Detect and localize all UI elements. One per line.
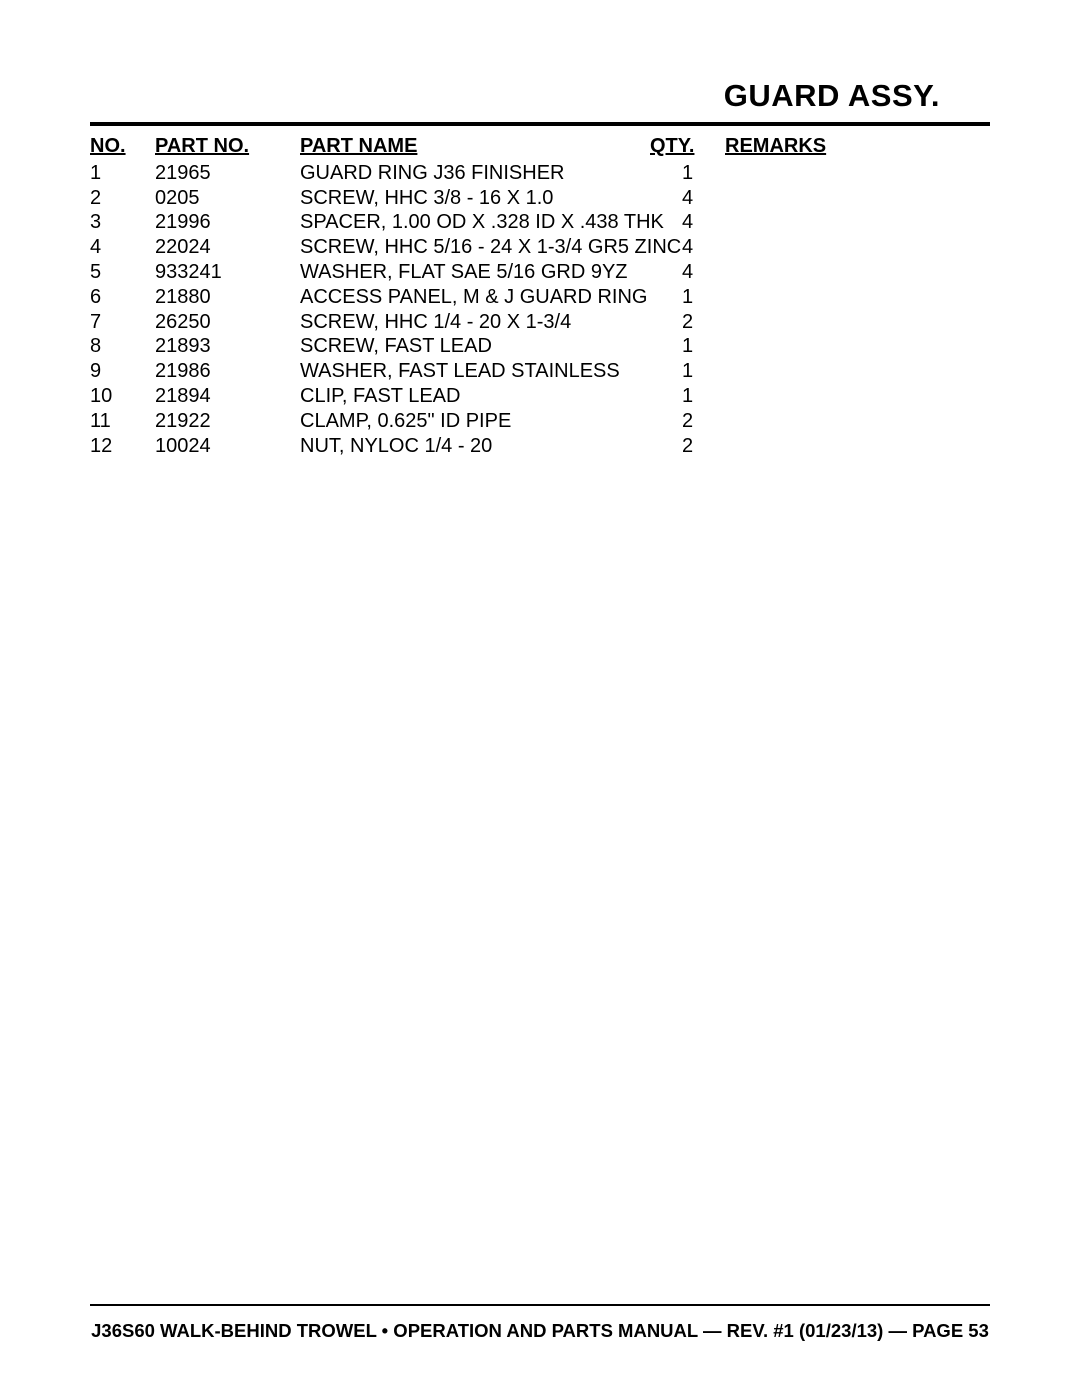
cell-part-no: 0205 [155,186,300,211]
table-row: 921986WASHER, FAST LEAD STAINLESS1 [90,359,990,384]
cell-no: 8 [90,334,155,359]
cell-part-name: WASHER, FAST LEAD STAINLESS [300,359,650,384]
cell-part-no: 21986 [155,359,300,384]
table-row: 1121922CLAMP, 0.625" ID PIPE2 [90,409,990,434]
parts-table: NO. PART NO. PART NAME QTY. REMARKS 1219… [90,134,990,458]
table-row: 621880ACCESS PANEL, M & J GUARD RING1 [90,285,990,310]
cell-remarks [725,186,990,211]
page-title: GUARD ASSY. [90,78,990,114]
col-header-remarks: REMARKS [725,134,990,161]
cell-remarks [725,210,990,235]
cell-part-no: 21893 [155,334,300,359]
col-header-part-no: PART NO. [155,134,300,161]
cell-no: 2 [90,186,155,211]
cell-part-no: 10024 [155,434,300,459]
table-row: 321996SPACER, 1.00 OD X .328 ID X .438 T… [90,210,990,235]
cell-part-no: 21880 [155,285,300,310]
cell-part-name: SCREW, FAST LEAD [300,334,650,359]
cell-qty: 1 [650,359,725,384]
parts-table-body: 121965GUARD RING J36 FINISHER120205SCREW… [90,161,990,459]
table-row: 1021894CLIP, FAST LEAD1 [90,384,990,409]
table-row: 20205SCREW, HHC 3/8 - 16 X 1.04 [90,186,990,211]
cell-part-name: SCREW, HHC 1/4 - 20 X 1-3/4 [300,310,650,335]
cell-part-no: 21922 [155,409,300,434]
cell-no: 10 [90,384,155,409]
cell-part-no: 933241 [155,260,300,285]
cell-part-no: 22024 [155,235,300,260]
table-row: 726250SCREW, HHC 1/4 - 20 X 1-3/42 [90,310,990,335]
cell-no: 4 [90,235,155,260]
cell-part-no: 21965 [155,161,300,186]
page-root: GUARD ASSY. NO. PART NO. PART NAME QTY. … [0,0,1080,1397]
cell-no: 3 [90,210,155,235]
parts-table-head: NO. PART NO. PART NAME QTY. REMARKS [90,134,990,161]
cell-qty: 1 [650,334,725,359]
footer-rule [90,1304,990,1306]
cell-part-name: NUT, NYLOC 1/4 - 20 [300,434,650,459]
cell-qty: 1 [650,285,725,310]
cell-remarks [725,409,990,434]
table-row: 422024SCREW, HHC 5/16 - 24 X 1-3/4 GR5 Z… [90,235,990,260]
cell-part-no: 26250 [155,310,300,335]
cell-part-no: 21996 [155,210,300,235]
cell-no: 7 [90,310,155,335]
table-row: 5933241WASHER, FLAT SAE 5/16 GRD 9YZ4 [90,260,990,285]
col-header-no: NO. [90,134,155,161]
cell-remarks [725,285,990,310]
cell-part-name: SCREW, HHC 3/8 - 16 X 1.0 [300,186,650,211]
cell-part-no: 21894 [155,384,300,409]
cell-remarks [725,161,990,186]
cell-qty: 4 [650,260,725,285]
page-footer: J36S60 WALK-BEHIND TROWEL • OPERATION AN… [90,1304,990,1342]
cell-part-name: ACCESS PANEL, M & J GUARD RING [300,285,650,310]
cell-remarks [725,359,990,384]
cell-no: 9 [90,359,155,384]
cell-qty: 4 [650,186,725,211]
table-row: 821893SCREW, FAST LEAD1 [90,334,990,359]
cell-remarks [725,260,990,285]
cell-no: 6 [90,285,155,310]
cell-remarks [725,310,990,335]
cell-qty: 2 [650,434,725,459]
cell-no: 5 [90,260,155,285]
table-row: 121965GUARD RING J36 FINISHER1 [90,161,990,186]
cell-no: 1 [90,161,155,186]
cell-part-name: CLAMP, 0.625" ID PIPE [300,409,650,434]
col-header-part-name: PART NAME [300,134,650,161]
cell-remarks [725,434,990,459]
cell-qty: 2 [650,310,725,335]
footer-text: J36S60 WALK-BEHIND TROWEL • OPERATION AN… [90,1320,990,1342]
cell-qty: 2 [650,409,725,434]
cell-no: 12 [90,434,155,459]
table-row: 1210024NUT, NYLOC 1/4 - 202 [90,434,990,459]
cell-remarks [725,235,990,260]
cell-remarks [725,384,990,409]
cell-part-name: CLIP, FAST LEAD [300,384,650,409]
cell-part-name: WASHER, FLAT SAE 5/16 GRD 9YZ [300,260,650,285]
col-header-qty: QTY. [650,134,725,161]
cell-remarks [725,334,990,359]
cell-qty: 1 [650,384,725,409]
cell-qty: 1 [650,161,725,186]
title-rule [90,122,990,126]
cell-part-name: SCREW, HHC 5/16 - 24 X 1-3/4 GR5 ZINC [300,235,650,260]
cell-part-name: GUARD RING J36 FINISHER [300,161,650,186]
cell-part-name: SPACER, 1.00 OD X .328 ID X .438 THK [300,210,650,235]
cell-no: 11 [90,409,155,434]
